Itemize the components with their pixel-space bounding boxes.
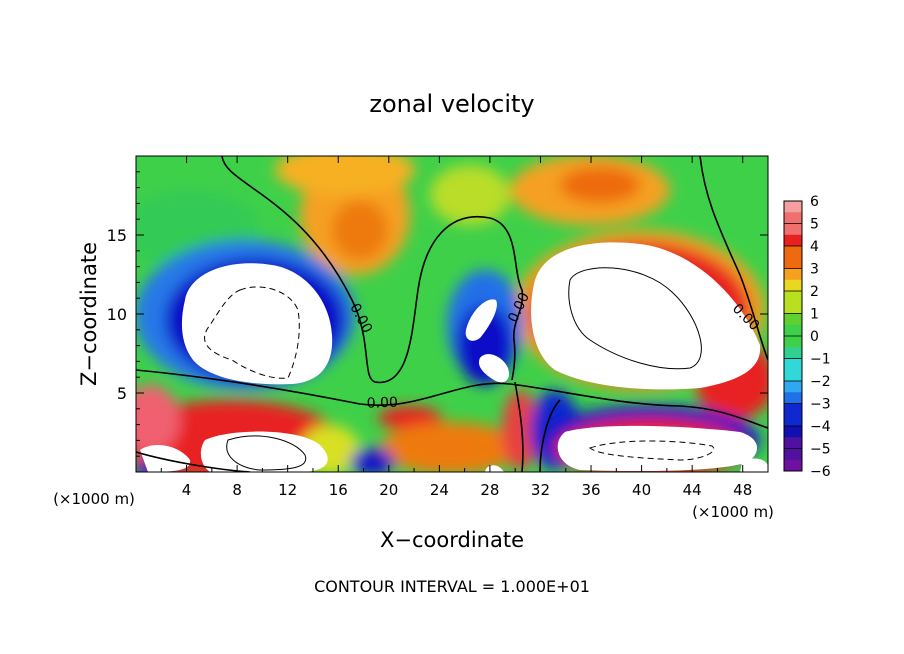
y-tick-label: 5 bbox=[117, 384, 127, 403]
colorbar-label: −6 bbox=[810, 464, 831, 480]
colorbar-cell bbox=[784, 257, 802, 269]
colorbar-cell bbox=[784, 246, 802, 258]
colorbar-label: 3 bbox=[810, 262, 819, 278]
colorbar-cell bbox=[784, 279, 802, 292]
x-tick-label: 24 bbox=[430, 481, 449, 499]
colorbar-cell bbox=[784, 234, 802, 247]
colorbar-label: −4 bbox=[810, 419, 831, 435]
colorbar-cell bbox=[784, 291, 802, 303]
colorbar-cell bbox=[784, 268, 802, 281]
x-tick-label: 20 bbox=[379, 481, 398, 499]
colorbar-cell bbox=[784, 414, 802, 427]
y-tick-label: 15 bbox=[107, 226, 127, 245]
colorbar-label: 0 bbox=[810, 329, 819, 345]
y-axis-label: Z−coordinate bbox=[77, 242, 101, 386]
colorbar-cell bbox=[784, 324, 802, 337]
velocity-field bbox=[136, 156, 768, 472]
colorbar-cell bbox=[784, 223, 802, 236]
colorbar-cell bbox=[784, 302, 802, 314]
x-tick-label: 16 bbox=[329, 481, 348, 499]
colorbar-cell bbox=[784, 347, 802, 359]
colorbar: 6 5 4 3 2 1 0 −1 −2 −3 −4 −5 −6 bbox=[783, 194, 831, 480]
y-tick-label: 10 bbox=[107, 305, 127, 324]
x-tick-label: 4 bbox=[182, 481, 192, 499]
x-tick-label: 32 bbox=[531, 481, 550, 499]
colorbar-label: 2 bbox=[810, 284, 819, 300]
colorbar-label: 4 bbox=[810, 239, 819, 255]
x-unit-left: (×1000 m) bbox=[53, 490, 135, 508]
colorbar-cell bbox=[784, 448, 802, 461]
colorbar-cell bbox=[784, 212, 802, 224]
x-tick-label: 28 bbox=[480, 481, 499, 499]
chart-title: zonal velocity bbox=[369, 90, 534, 118]
colorbar-label: −5 bbox=[810, 442, 831, 458]
colorbar-label: 1 bbox=[810, 307, 819, 323]
colorbar-cell bbox=[784, 437, 802, 449]
x-tick-label: 12 bbox=[278, 481, 297, 499]
colorbar-label: −1 bbox=[810, 352, 831, 368]
colorbar-cell bbox=[784, 459, 802, 472]
colorbar-cell bbox=[784, 369, 802, 382]
colorbar-label: 5 bbox=[810, 217, 819, 233]
colorbar-cell bbox=[784, 426, 802, 438]
colorbar-cell bbox=[784, 336, 802, 348]
x-tick-label: 36 bbox=[581, 481, 600, 499]
colorbar-label: 6 bbox=[810, 194, 819, 210]
x-tick-label: 8 bbox=[232, 481, 242, 499]
x-unit-right: (×1000 m) bbox=[692, 503, 774, 521]
colorbar-label: −2 bbox=[810, 374, 831, 390]
x-tick-label: 44 bbox=[683, 481, 702, 499]
x-tick-label: 48 bbox=[733, 481, 752, 499]
colorbar-cell bbox=[784, 403, 802, 416]
y-axis-ticks: 5 10 15 bbox=[107, 171, 768, 457]
colorbar-cell bbox=[784, 381, 802, 393]
colorbar-label: −3 bbox=[810, 397, 831, 413]
x-tick-label: 40 bbox=[632, 481, 651, 499]
contour-interval-footer: CONTOUR INTERVAL = 1.000E+01 bbox=[314, 577, 590, 596]
contour-label: 0.00 bbox=[366, 395, 398, 412]
colorbar-cell bbox=[784, 358, 802, 371]
colorbar-cell bbox=[784, 201, 802, 213]
x-axis-label: X−coordinate bbox=[380, 528, 524, 552]
plot-area: 0.000.000.00 0.00 bbox=[135, 155, 769, 473]
colorbar-cell bbox=[784, 392, 802, 404]
colorbar-cell bbox=[784, 313, 802, 326]
x-axis-ticks: 4 8 12 16 20 24 28 32 36 40 44 48 bbox=[160, 156, 752, 499]
